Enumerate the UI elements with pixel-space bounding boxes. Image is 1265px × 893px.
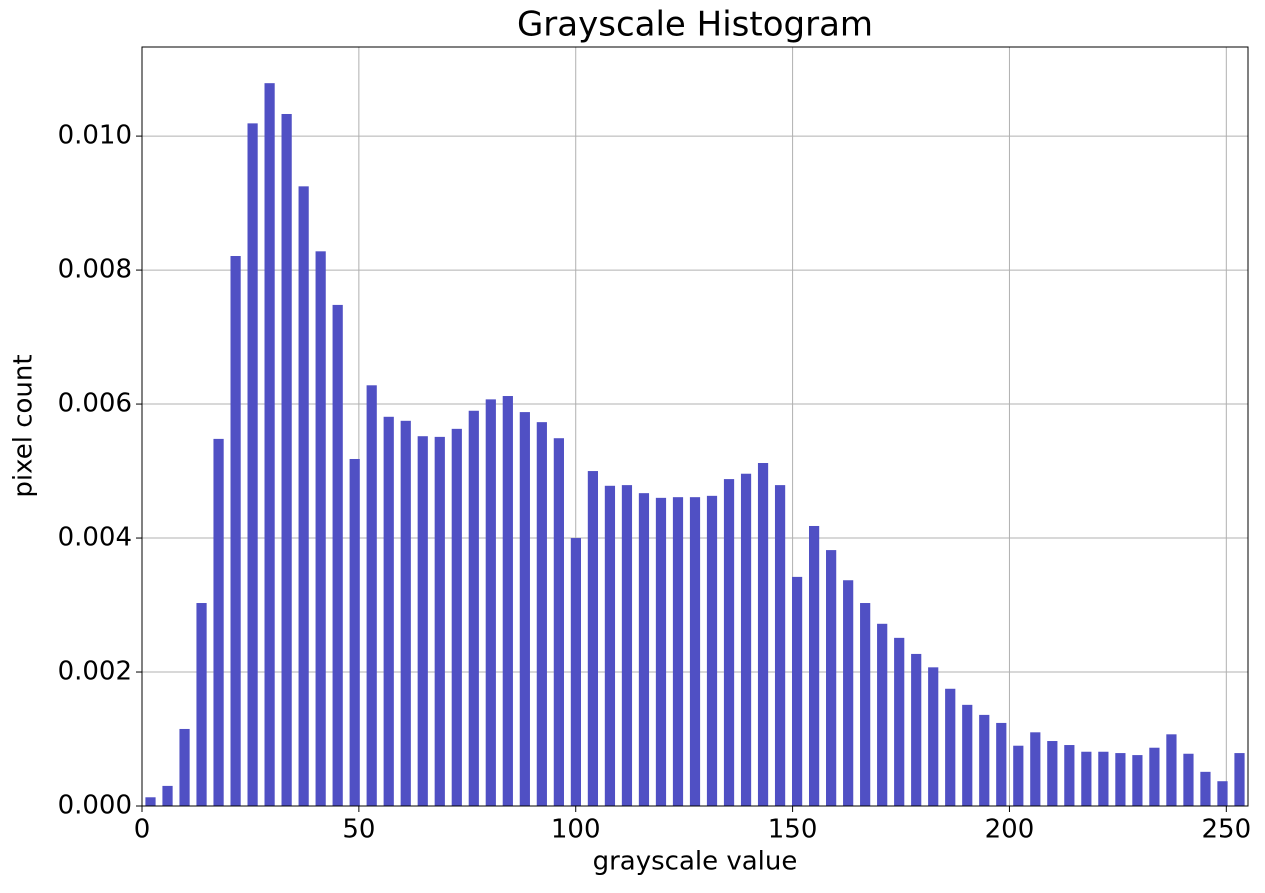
bar — [655, 497, 667, 806]
bar — [213, 438, 224, 806]
bar — [860, 603, 871, 806]
bar — [809, 525, 820, 806]
bar — [1200, 771, 1211, 806]
bar — [383, 416, 394, 806]
x-tick-label: 150 — [768, 815, 818, 845]
bar — [843, 580, 854, 806]
bar — [1149, 747, 1160, 806]
bar — [1081, 751, 1092, 806]
bar — [570, 538, 581, 806]
bar — [826, 550, 837, 806]
bar — [791, 576, 803, 806]
bar — [1166, 734, 1177, 806]
y-axis-label: pixel count — [9, 354, 39, 497]
bar — [247, 123, 258, 806]
bar — [145, 797, 156, 806]
chart-title: Grayscale Histogram — [517, 5, 873, 45]
x-tick-label: 100 — [551, 815, 601, 845]
bar — [1030, 732, 1041, 806]
bar — [723, 479, 735, 806]
bar — [1115, 753, 1126, 806]
bar — [196, 603, 207, 806]
y-tick-label: 0.010 — [58, 121, 132, 151]
bar — [417, 436, 428, 806]
bar — [757, 463, 769, 806]
bar — [179, 728, 190, 806]
bar — [485, 399, 496, 806]
bar — [621, 485, 633, 806]
bar — [536, 422, 547, 806]
bar — [996, 722, 1007, 806]
bar — [400, 420, 411, 806]
bar — [298, 186, 309, 806]
bar — [1217, 781, 1228, 806]
bar — [553, 438, 564, 806]
bar — [451, 428, 462, 806]
bar — [911, 653, 922, 806]
bar — [349, 458, 360, 806]
plot-frame — [141, 46, 1249, 807]
y-tick-label: 0.002 — [58, 657, 132, 687]
bar — [928, 667, 939, 806]
bar — [979, 714, 990, 806]
x-axis-label: grayscale value — [593, 847, 798, 877]
bar — [877, 623, 888, 806]
bar — [1047, 741, 1058, 806]
y-tick-label: 0.006 — [58, 389, 132, 419]
bar — [230, 256, 241, 806]
bar — [1234, 753, 1245, 806]
bar — [468, 410, 479, 806]
y-tick-label: 0.000 — [58, 791, 132, 821]
bar — [962, 704, 973, 806]
bar — [706, 495, 718, 806]
x-tick-label: 0 — [134, 815, 151, 845]
bar — [281, 113, 292, 806]
bar — [315, 251, 326, 807]
bar — [434, 436, 445, 806]
y-tick-label: 0.008 — [58, 255, 132, 285]
bar — [1013, 745, 1024, 806]
y-tick-label: 0.004 — [58, 523, 132, 553]
bar — [1132, 755, 1143, 806]
bar — [638, 493, 650, 806]
bar — [162, 785, 173, 806]
bar — [366, 385, 377, 806]
bar — [332, 304, 343, 806]
bar — [502, 396, 513, 806]
bar — [1098, 751, 1109, 806]
x-tick-label: 200 — [985, 815, 1035, 845]
bar — [519, 412, 530, 806]
bar — [774, 485, 786, 806]
bar — [1064, 745, 1075, 806]
bar — [587, 471, 599, 806]
bar — [894, 637, 905, 806]
bar — [672, 497, 684, 806]
bar — [1183, 753, 1194, 806]
bar — [689, 497, 701, 806]
bar — [604, 485, 616, 806]
bar — [264, 83, 275, 807]
bar — [740, 473, 752, 806]
x-tick-label: 50 — [342, 815, 375, 845]
bar — [945, 688, 956, 806]
x-tick-label: 250 — [1201, 815, 1251, 845]
